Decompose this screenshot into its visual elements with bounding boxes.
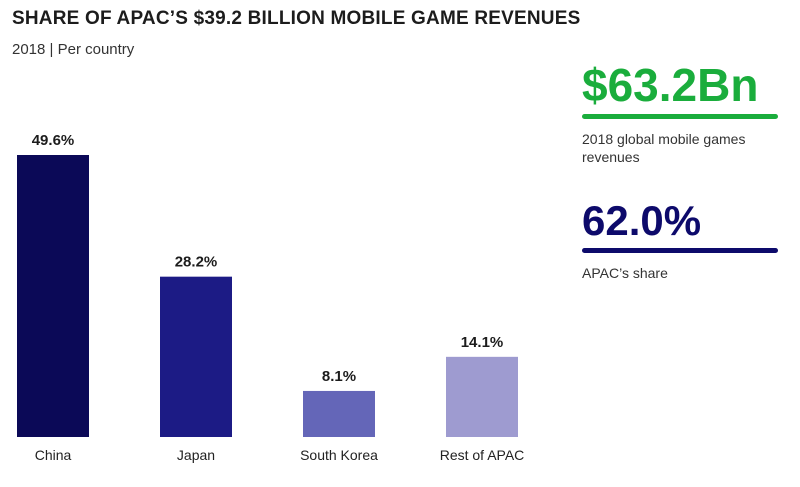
bar-china [17, 155, 89, 437]
apac-share-stat: 62.0% APAC’s share [582, 200, 782, 283]
global-revenue-underline [582, 114, 778, 119]
apac-share-underline [582, 248, 778, 253]
data-label-china: 49.6% [32, 132, 75, 149]
apac-share-caption: APAC’s share [582, 265, 668, 281]
category-label-rest-of-apac: Rest of APAC [440, 447, 525, 463]
global-revenue-value: $63.2Bn [582, 59, 759, 111]
category-label-japan: Japan [177, 447, 215, 463]
bar-south-korea [303, 390, 375, 437]
data-label-japan: 28.2% [175, 254, 218, 271]
data-label-rest-of-apac: 14.1% [461, 334, 504, 351]
data-label-south-korea: 8.1% [322, 368, 356, 385]
global-revenue-stat: $63.2Bn 2018 global mobile games revenue… [582, 62, 782, 166]
chart-title: SHARE OF APAC’S $39.2 BILLION MOBILE GAM… [12, 8, 581, 29]
category-label-china: China [35, 447, 72, 463]
chart-subtitle: 2018 | Per country [12, 41, 135, 58]
category-label-south-korea: South Korea [300, 447, 378, 463]
bar-japan [160, 276, 232, 437]
bar-rest-of-apac [446, 356, 518, 437]
global-revenue-caption: 2018 global mobile games revenues [582, 131, 746, 165]
apac-share-value: 62.0% [582, 197, 702, 244]
